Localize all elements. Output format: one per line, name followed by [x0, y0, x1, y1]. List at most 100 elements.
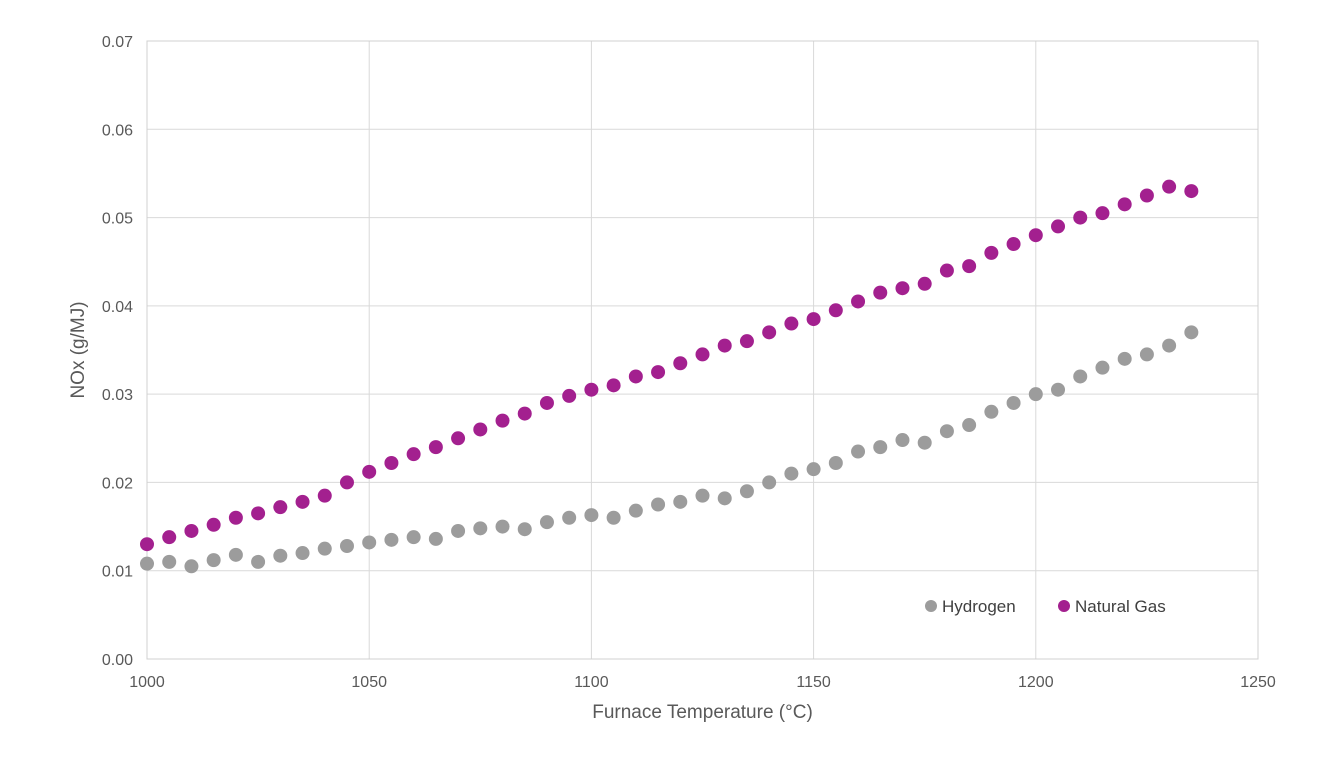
data-point-natural-gas — [184, 523, 199, 538]
data-point-natural-gas — [606, 378, 621, 393]
x-tick-label: 1250 — [1240, 674, 1276, 691]
data-point-hydrogen — [962, 418, 977, 433]
data-point-hydrogen — [206, 553, 221, 568]
data-point-natural-gas — [984, 245, 999, 260]
data-point-hydrogen — [873, 440, 888, 455]
data-point-hydrogen — [1051, 382, 1066, 397]
data-point-hydrogen — [651, 497, 666, 512]
data-point-hydrogen — [428, 531, 443, 546]
data-point-hydrogen — [984, 404, 999, 419]
data-point-natural-gas — [1073, 210, 1088, 225]
y-tick-label: 0.04 — [102, 299, 133, 316]
data-point-hydrogen — [606, 510, 621, 525]
data-point-natural-gas — [495, 413, 510, 428]
data-point-hydrogen — [228, 547, 243, 562]
data-point-natural-gas — [539, 395, 554, 410]
data-point-hydrogen — [384, 532, 399, 547]
data-point-natural-gas — [584, 382, 599, 397]
data-point-natural-gas — [762, 325, 777, 340]
data-point-natural-gas — [895, 281, 910, 296]
data-point-hydrogen — [517, 522, 532, 537]
data-point-natural-gas — [939, 263, 954, 278]
data-point-hydrogen — [339, 538, 354, 553]
data-point-hydrogen — [673, 494, 688, 509]
data-point-natural-gas — [1095, 206, 1110, 221]
data-point-natural-gas — [784, 316, 799, 331]
x-tick-label: 1000 — [129, 674, 165, 691]
data-point-hydrogen — [784, 466, 799, 481]
data-point-hydrogen — [1162, 338, 1177, 353]
data-point-natural-gas — [406, 447, 421, 462]
data-point-hydrogen — [451, 523, 466, 538]
data-point-hydrogen — [584, 508, 599, 523]
legend-marker-natural-gas — [1058, 600, 1070, 612]
series-natural-gas-points — [140, 179, 1199, 552]
legend-label-natural-gas: Natural Gas — [1075, 597, 1166, 616]
legend-marker-hydrogen — [925, 600, 937, 612]
data-point-natural-gas — [1162, 179, 1177, 194]
data-point-hydrogen — [317, 541, 332, 556]
data-point-hydrogen — [539, 515, 554, 530]
data-point-hydrogen — [628, 503, 643, 518]
data-point-natural-gas — [739, 334, 754, 349]
data-point-natural-gas — [140, 537, 154, 552]
y-tick-label: 0.00 — [102, 652, 133, 669]
data-point-hydrogen — [1073, 369, 1088, 384]
data-point-hydrogen — [895, 433, 910, 448]
data-point-natural-gas — [1006, 237, 1021, 252]
data-point-hydrogen — [739, 484, 754, 499]
data-point-natural-gas — [517, 406, 532, 421]
data-point-natural-gas — [273, 500, 288, 515]
data-point-natural-gas — [317, 488, 332, 503]
data-point-natural-gas — [673, 356, 688, 371]
data-point-natural-gas — [228, 510, 243, 525]
legend: Hydrogen Natural Gas — [925, 597, 1166, 616]
plot-area-frame — [146, 40, 1259, 660]
data-point-hydrogen — [828, 456, 843, 471]
data-point-hydrogen — [806, 462, 821, 477]
data-point-natural-gas — [206, 517, 221, 532]
y-tick-label: 0.01 — [102, 564, 133, 581]
data-point-hydrogen — [1139, 347, 1154, 362]
data-point-natural-gas — [384, 456, 399, 471]
data-point-hydrogen — [251, 554, 266, 569]
data-point-natural-gas — [1117, 197, 1132, 212]
y-tick-label: 0.07 — [102, 34, 133, 51]
data-point-natural-gas — [1028, 228, 1043, 243]
data-point-natural-gas — [628, 369, 643, 384]
data-point-natural-gas — [1139, 188, 1154, 203]
data-point-natural-gas — [828, 303, 843, 318]
data-point-hydrogen — [1184, 325, 1199, 340]
x-axis-title: Furnace Temperature (°C) — [592, 702, 813, 723]
data-point-hydrogen — [495, 519, 510, 534]
data-point-natural-gas — [251, 506, 266, 521]
data-point-hydrogen — [939, 424, 954, 439]
data-point-natural-gas — [651, 365, 666, 380]
data-point-hydrogen — [717, 491, 732, 506]
data-point-hydrogen — [273, 548, 288, 563]
y-axis-tick-labels: 0.00 0.01 0.02 0.03 0.04 0.05 0.06 0.07 — [102, 34, 133, 669]
data-point-natural-gas — [917, 276, 932, 291]
data-point-hydrogen — [162, 554, 177, 569]
data-point-hydrogen — [562, 510, 577, 525]
data-point-natural-gas — [1051, 219, 1066, 234]
x-tick-label: 1150 — [796, 674, 831, 691]
data-point-natural-gas — [962, 259, 977, 274]
data-point-hydrogen — [851, 444, 866, 459]
legend-label-hydrogen: Hydrogen — [942, 597, 1016, 616]
data-point-natural-gas — [717, 338, 732, 353]
data-point-natural-gas — [473, 422, 488, 437]
data-point-hydrogen — [362, 535, 377, 550]
data-point-hydrogen — [406, 530, 421, 545]
data-point-natural-gas — [162, 530, 177, 545]
data-point-natural-gas — [806, 312, 821, 327]
y-tick-label: 0.02 — [102, 475, 133, 492]
data-point-natural-gas — [851, 294, 866, 309]
data-point-hydrogen — [184, 559, 199, 574]
data-point-hydrogen — [1117, 351, 1132, 366]
data-point-natural-gas — [362, 464, 377, 479]
x-tick-label: 1100 — [574, 674, 609, 691]
data-point-hydrogen — [295, 546, 310, 561]
y-tick-label: 0.06 — [102, 122, 133, 139]
